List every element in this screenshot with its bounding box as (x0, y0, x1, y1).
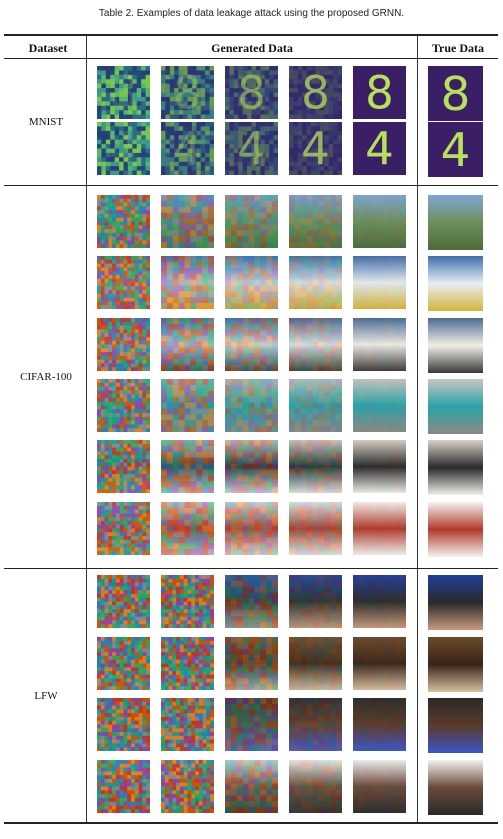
header-rule (4, 58, 498, 59)
cifar-generated-image (225, 379, 278, 432)
cifar-generated-image (353, 256, 406, 309)
cifar-true-image (428, 379, 483, 434)
cifar-generated-image (161, 379, 214, 432)
mnist-generated-image: 8 (161, 66, 214, 119)
cifar-generated-image (97, 318, 150, 371)
lfw-generated-image (161, 637, 214, 690)
svg-text:4: 4 (237, 122, 266, 175)
svg-text:8: 8 (441, 68, 471, 121)
cifar-true-image (428, 440, 483, 495)
cifar-generated-image (289, 256, 342, 309)
lfw-generated-image (225, 575, 278, 628)
cifar-generated-image (225, 440, 278, 493)
lfw-generated-image (353, 575, 406, 628)
column-divider-left (86, 36, 87, 822)
cifar-generated-image (161, 256, 214, 309)
dataset-label-mnist: MNIST (28, 116, 64, 128)
cifar-generated-image (289, 379, 342, 432)
mnist-generated-image: 8 (97, 66, 150, 119)
lfw-generated-image (353, 698, 406, 751)
lfw-generated-image (97, 575, 150, 628)
lfw-generated-image (353, 760, 406, 813)
mnist-generated-image: 8 (225, 66, 278, 119)
lfw-true-image (428, 698, 483, 753)
lfw-generated-image (289, 698, 342, 751)
lfw-generated-image (289, 760, 342, 813)
lfw-generated-image (225, 637, 278, 690)
top-rule (4, 34, 498, 36)
lfw-generated-image (225, 698, 278, 751)
mnist-true-image: 4 (428, 122, 483, 177)
lfw-generated-image (97, 760, 150, 813)
cifar-generated-image (97, 502, 150, 555)
header-true: True Data (431, 41, 485, 55)
cifar-generated-image (97, 256, 150, 309)
cifar-generated-image (225, 502, 278, 555)
cifar-generated-image (97, 440, 150, 493)
cifar-generated-image (161, 195, 214, 248)
cifar-generated-image (97, 379, 150, 432)
cifar-true-image (428, 256, 483, 311)
cifar-true-image (428, 502, 483, 557)
lfw-true-image (428, 760, 483, 815)
mnist-generated-image: 8 (289, 66, 342, 119)
lfw-true-image (428, 575, 483, 630)
header-generated: Generated Data (211, 41, 293, 55)
svg-text:8: 8 (109, 66, 138, 119)
mnist-generated-image: 4 (225, 122, 278, 175)
column-divider-right (417, 36, 418, 822)
lfw-generated-image (289, 637, 342, 690)
mnist-rule (4, 185, 498, 186)
svg-text:8: 8 (237, 66, 266, 119)
dataset-label-lfw: LFW (34, 690, 58, 702)
mnist-generated-image: 8 (353, 66, 406, 119)
cifar-generated-image (353, 379, 406, 432)
lfw-true-image (428, 637, 483, 692)
cifar-generated-image (289, 195, 342, 248)
svg-text:8: 8 (365, 66, 394, 119)
mnist-generated-image: 4 (161, 122, 214, 175)
svg-text:8: 8 (173, 66, 202, 119)
svg-text:4: 4 (441, 124, 471, 177)
cifar-generated-image (289, 318, 342, 371)
cifar-generated-image (161, 318, 214, 371)
lfw-generated-image (161, 760, 214, 813)
bottom-rule (4, 822, 498, 824)
cifar-generated-image (225, 195, 278, 248)
cifar-generated-image (289, 440, 342, 493)
cifar-generated-image (161, 502, 214, 555)
mnist-generated-image: 4 (353, 122, 406, 175)
lfw-generated-image (225, 760, 278, 813)
mnist-generated-image: 4 (289, 122, 342, 175)
lfw-generated-image (161, 575, 214, 628)
dataset-label-cifar: CIFAR-100 (20, 371, 72, 383)
cifar-true-image (428, 318, 483, 373)
cifar-generated-image (353, 440, 406, 493)
cifar-generated-image (353, 318, 406, 371)
lfw-generated-image (97, 698, 150, 751)
header-dataset: Dataset (28, 41, 68, 55)
cifar-generated-image (225, 256, 278, 309)
cifar-generated-image (97, 195, 150, 248)
lfw-generated-image (161, 698, 214, 751)
mnist-generated-image: 4 (97, 122, 150, 175)
cifar-generated-image (161, 440, 214, 493)
cifar-true-image (428, 195, 483, 250)
cifar-generated-image (225, 318, 278, 371)
cifar-generated-image (353, 195, 406, 248)
lfw-generated-image (97, 637, 150, 690)
cifar-rule (4, 568, 498, 569)
lfw-generated-image (353, 637, 406, 690)
svg-text:4: 4 (109, 122, 138, 175)
cifar-generated-image (289, 502, 342, 555)
svg-text:4: 4 (365, 122, 394, 175)
table-caption: Table 2. Examples of data leakage attack… (98, 8, 405, 19)
svg-text:8: 8 (301, 66, 330, 119)
lfw-generated-image (289, 575, 342, 628)
svg-text:4: 4 (301, 122, 330, 175)
svg-text:4: 4 (173, 122, 202, 175)
mnist-true-image: 8 (428, 66, 483, 121)
cifar-generated-image (353, 502, 406, 555)
